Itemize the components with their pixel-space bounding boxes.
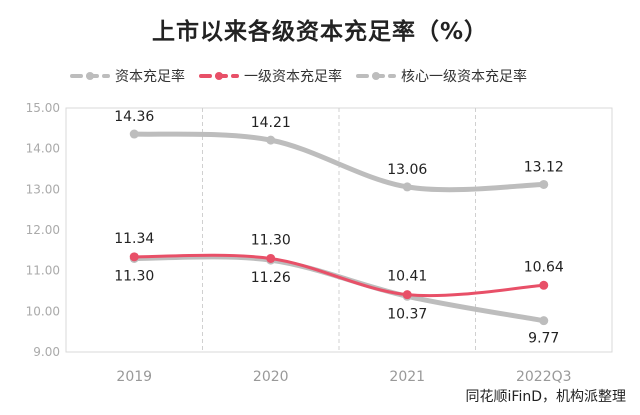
legend: 资本充足率 一级资本充足率 核心一级资本充足率 [70, 66, 541, 86]
legend-item-total-car: 资本充足率 [70, 66, 185, 86]
data-point [539, 179, 549, 189]
chart-title: 上市以来各级资本充足率（%） [151, 19, 489, 45]
x-tick-label: 2019 [116, 369, 152, 385]
data-label: 10.64 [524, 259, 564, 275]
data-label: 10.37 [387, 306, 427, 322]
legend-label-total-car: 资本充足率 [115, 69, 185, 85]
x-tick-label: 2022Q3 [516, 369, 572, 385]
data-point [539, 316, 549, 326]
y-tick-label: 9.00 [33, 345, 60, 359]
y-tick-label: 10.00 [26, 304, 60, 318]
data-label: 11.30 [114, 268, 154, 284]
x-tick-label: 2021 [389, 369, 425, 385]
data-label: 13.06 [387, 162, 427, 178]
y-tick-label: 13.00 [26, 182, 60, 196]
legend-swatch-total-car [70, 72, 110, 80]
y-tick-label: 14.00 [26, 142, 60, 156]
data-label: 13.12 [524, 159, 564, 175]
y-tick-label: 15.00 [26, 101, 60, 115]
data-point [266, 253, 276, 263]
legend-swatch-tier1-car [199, 72, 239, 80]
y-tick-label: 12.00 [26, 223, 60, 237]
data-point [539, 280, 549, 290]
data-label: 14.21 [251, 115, 291, 131]
data-label: 11.34 [114, 231, 154, 247]
data-label: 14.36 [114, 109, 154, 125]
legend-item-cet1-car: 核心一级资本充足率 [356, 66, 527, 86]
data-label: 9.77 [528, 331, 559, 347]
source-note: 同花顺iFinD，机构派整理 [465, 389, 626, 405]
data-label: 11.26 [251, 270, 291, 286]
legend-swatch-cet1-car [356, 72, 396, 80]
data-point [266, 135, 276, 145]
legend-label-tier1-car: 一级资本充足率 [244, 69, 342, 85]
data-label: 11.30 [251, 232, 291, 248]
x-tick-label: 2020 [253, 369, 289, 385]
y-tick-label: 11.00 [26, 264, 60, 278]
series-line [132, 253, 546, 298]
legend-item-tier1-car: 一级资本充足率 [199, 66, 342, 86]
legend-label-cet1-car: 核心一级资本充足率 [401, 69, 527, 85]
data-point [129, 129, 139, 139]
data-point [402, 290, 412, 300]
series-line [131, 131, 547, 193]
data-point [402, 182, 412, 192]
data-point [129, 252, 139, 262]
data-label: 10.41 [387, 269, 427, 285]
